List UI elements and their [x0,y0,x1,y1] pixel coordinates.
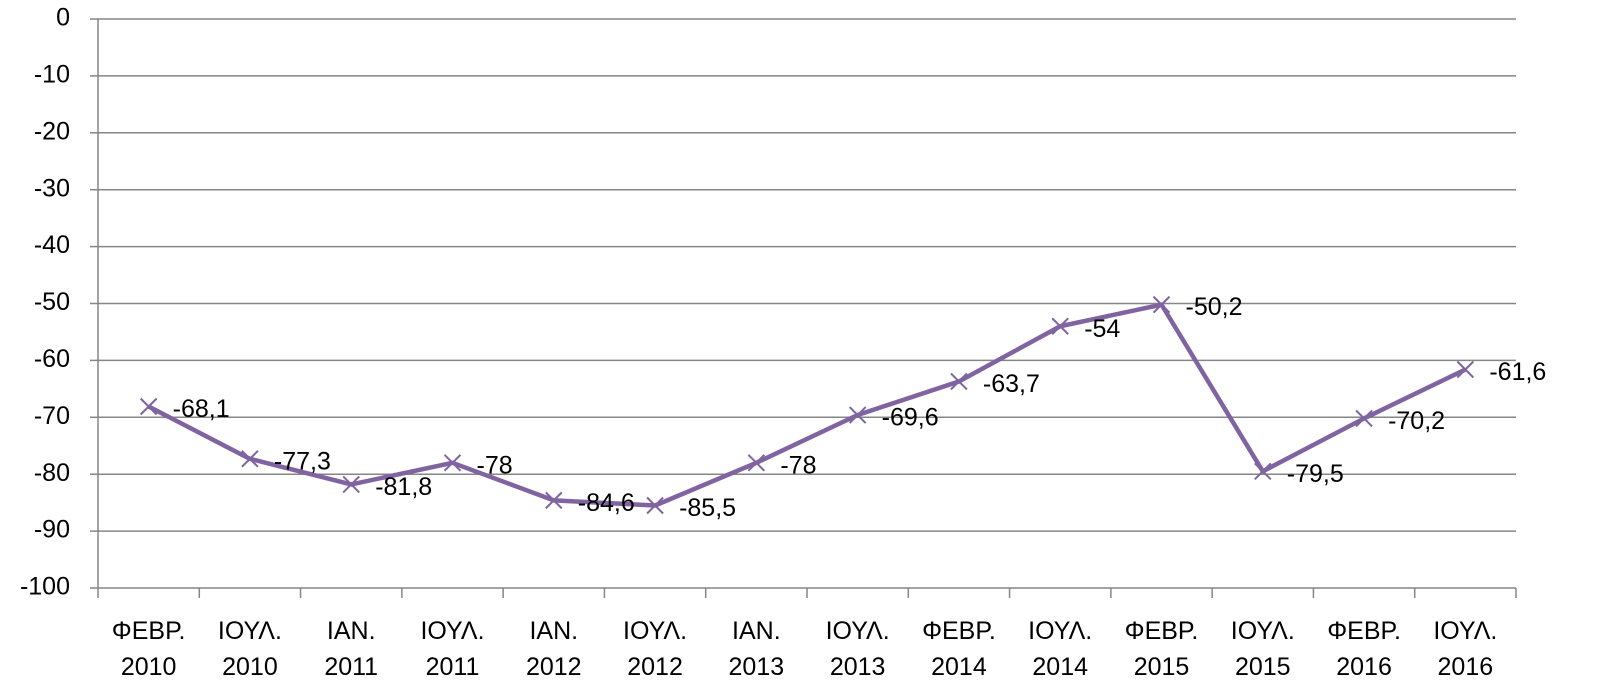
x-tick-label: ΦΕΒΡ. 2015 [1124,617,1199,681]
value-label: -84,6 [578,489,635,517]
marker [950,372,968,391]
x-tick-label: ΦΕΒΡ. 2014 [922,617,996,681]
marker [848,406,867,424]
x-tick-label: ΙΟΥΛ. 2016 [1433,617,1498,681]
y-tick-label: -90 [34,516,70,544]
x-tick-label: ΙΟΥΛ. 2012 [623,617,688,681]
value-label: -78 [477,451,513,479]
x-tick-label: ΙΑΝ. 2011 [324,617,379,681]
marker [1051,317,1069,335]
value-label: -81,8 [375,473,432,501]
y-tick-label: -20 [34,117,70,145]
marker [342,475,360,494]
y-tick-label: -40 [34,231,70,259]
marker [747,454,766,472]
value-label: -54 [1084,315,1120,343]
x-tick-label: ΙΟΥΛ. 2013 [825,617,890,681]
y-tick-label: 0 [56,4,70,32]
value-label: -70,2 [1388,407,1445,435]
marker [1355,409,1373,428]
data-line [147,302,1467,508]
marker [139,397,158,416]
value-label: -77,3 [274,447,331,475]
marker [646,496,664,515]
x-tick-label: ΙΑΝ. 2012 [525,617,582,681]
y-tick-label: -30 [34,174,70,202]
marker [1254,462,1272,481]
x-tick-label: ΙΑΝ. 2013 [728,617,785,681]
y-tick-label: -50 [34,288,70,316]
value-label: -69,6 [882,404,939,432]
x-tick-label: ΙΟΥΛ. 2011 [420,617,485,681]
value-label: -63,7 [983,370,1040,398]
marker [545,491,563,510]
value-label: -61,6 [1489,358,1546,386]
value-label: -79,5 [1287,460,1344,488]
marker [1152,295,1171,314]
value-label: -68,1 [173,395,230,423]
y-tick-label: -100 [20,573,70,601]
y-tick-label: -70 [34,402,70,430]
x-tick-label: ΙΟΥΛ. 2010 [217,617,282,681]
x-tick-label: ΦΕΒΡ. 2016 [1327,617,1401,681]
marker [241,450,259,468]
y-tick-label: -80 [34,459,70,487]
y-tick-label: -10 [34,61,70,89]
value-label: -50,2 [1186,293,1243,321]
x-tick-label: ΙΟΥΛ. 2015 [1230,617,1295,681]
x-tick-label: ΙΟΥΛ. 2014 [1028,617,1093,681]
marker [443,454,462,472]
y-tick-label: -60 [34,345,70,373]
marker [1456,360,1475,379]
x-tick-label: ΦΕΒΡ. 2010 [111,617,186,681]
value-label: -78 [780,451,816,479]
value-label: -85,5 [679,494,736,522]
